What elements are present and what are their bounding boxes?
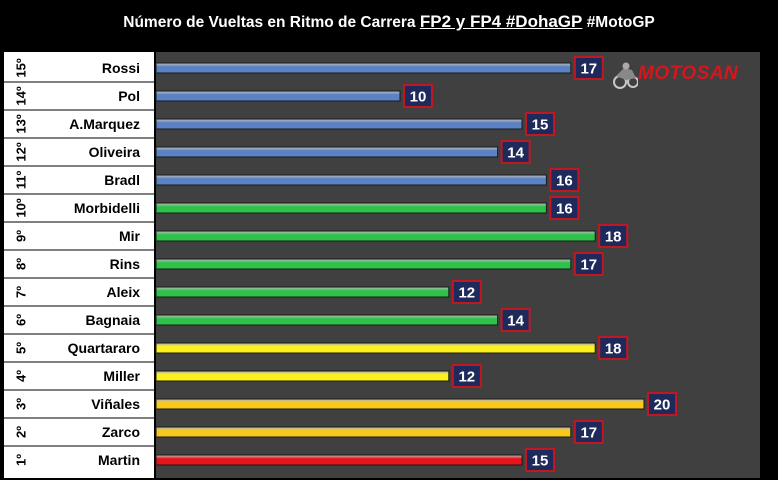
data-label: 17 <box>580 257 597 274</box>
position-label: 10º <box>14 198 29 217</box>
data-label: 18 <box>605 341 622 358</box>
bar <box>155 62 572 74</box>
value-box <box>451 280 482 304</box>
data-label: 17 <box>580 425 597 442</box>
value-box <box>451 364 482 388</box>
category-label: Oliveira <box>89 144 141 160</box>
data-label: 15 <box>532 117 549 134</box>
data-label: 16 <box>556 201 573 218</box>
value-box <box>598 336 629 360</box>
value-box <box>647 392 677 416</box>
category-label: Viñales <box>91 396 140 412</box>
bar <box>155 342 596 354</box>
position-label: 6º <box>14 314 29 326</box>
position-label: 12º <box>14 142 29 161</box>
bar <box>155 118 523 130</box>
position-label: 4º <box>14 370 29 382</box>
value-box <box>573 56 604 80</box>
category-label: Rins <box>110 256 141 272</box>
label-panel <box>4 52 154 478</box>
position-label: 14º <box>14 86 29 105</box>
data-label: 12 <box>458 285 475 302</box>
bar <box>155 286 450 298</box>
position-label: 13º <box>14 114 29 133</box>
category-label: Zarco <box>102 424 140 440</box>
position-label: 3º <box>14 398 29 410</box>
title-highlight: FP2 y FP4 #DohaGP <box>419 12 583 31</box>
value-box <box>500 308 531 332</box>
category-label: Mir <box>119 228 141 244</box>
bar <box>155 398 645 410</box>
data-label: 18 <box>605 229 622 246</box>
data-label: 15 <box>532 453 549 470</box>
data-label: 14 <box>507 145 524 162</box>
value-box <box>549 168 580 192</box>
category-label: Morbidelli <box>74 200 140 216</box>
bar <box>155 202 547 214</box>
category-label: A.Marquez <box>69 116 140 132</box>
data-label: 14 <box>507 313 524 330</box>
position-label: 15º <box>14 58 29 77</box>
data-label: 12 <box>458 369 475 386</box>
data-label: 10 <box>410 89 427 106</box>
bar <box>155 314 499 326</box>
category-label: Quartararo <box>68 340 140 356</box>
data-label: 17 <box>580 61 597 78</box>
position-label: 5º <box>14 342 29 354</box>
value-box <box>598 224 629 248</box>
bar <box>155 258 572 270</box>
position-label: 7º <box>14 286 29 298</box>
category-label: Miller <box>103 368 140 384</box>
category-label: Bradl <box>104 172 140 188</box>
bar <box>155 370 450 382</box>
bar <box>155 146 499 158</box>
motorcycle-icon <box>613 62 638 89</box>
bar <box>155 426 572 438</box>
chart-title: Número de Vueltas en Ritmo de Carrera FP… <box>0 12 778 32</box>
title-suffix: #MotoGP <box>586 14 655 31</box>
value-box <box>573 420 604 444</box>
category-label: Pol <box>118 88 140 104</box>
value-box <box>549 196 580 220</box>
position-label: 11º <box>14 171 29 190</box>
position-label: 2º <box>14 426 29 438</box>
value-box <box>573 252 604 276</box>
value-box <box>403 84 433 108</box>
title-prefix: Número de Vueltas en Ritmo de Carrera <box>123 14 416 31</box>
category-label: Rossi <box>102 60 140 76</box>
data-label: 16 <box>556 173 573 190</box>
logo-text: MOTOSAN <box>638 63 739 84</box>
motosan-logo: MOTOSAN <box>612 58 762 92</box>
position-label: 8º <box>14 258 29 270</box>
bar <box>155 174 547 186</box>
bar <box>155 454 523 466</box>
bar <box>155 90 401 102</box>
position-label: 9º <box>14 230 29 242</box>
category-label: Martin <box>98 452 140 468</box>
position-label: 1º <box>14 454 29 466</box>
value-box <box>525 448 555 472</box>
data-label: 20 <box>654 397 671 414</box>
value-box <box>525 112 555 136</box>
category-label: Bagnaia <box>86 312 141 328</box>
value-box <box>500 140 531 164</box>
category-label: Aleix <box>107 284 141 300</box>
bar <box>155 230 596 242</box>
